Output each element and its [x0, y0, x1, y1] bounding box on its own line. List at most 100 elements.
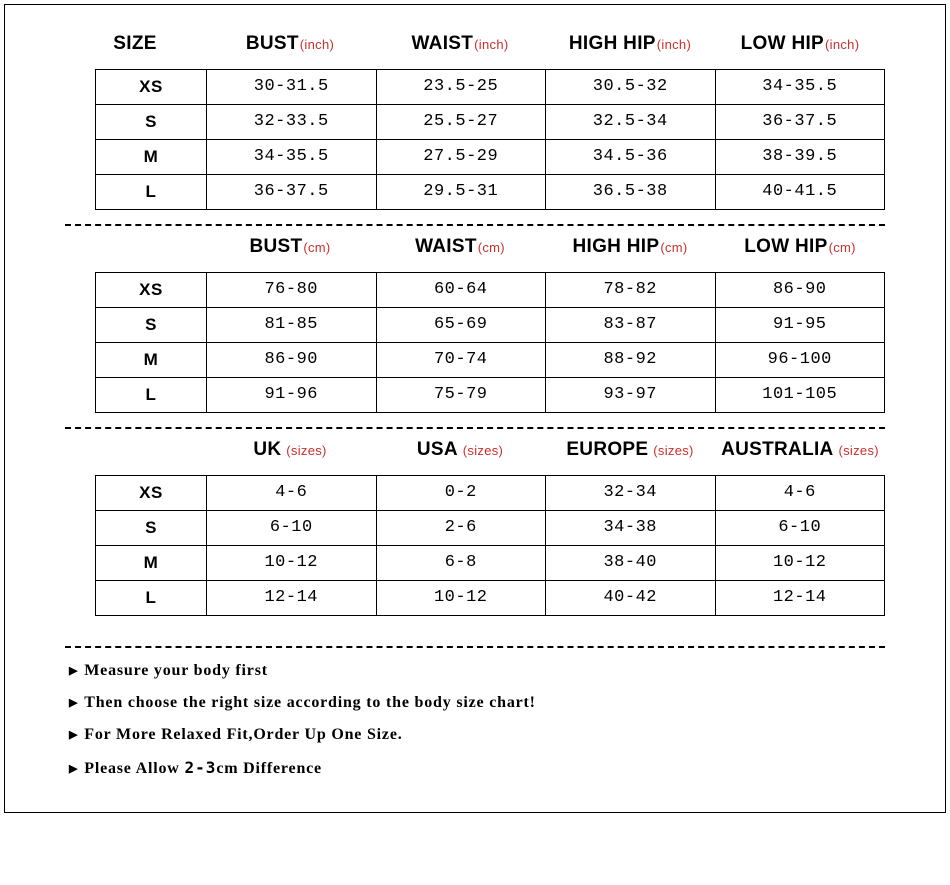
header-unit: (sizes) — [649, 443, 693, 458]
header-row: BUST(cm) WAIST (cm) HIGH HIP(cm)LOW HIP(cm) — [65, 226, 885, 272]
data-cell: 6-10 — [715, 511, 885, 545]
data-cell: 10-12 — [376, 581, 546, 615]
header-label: BUST — [246, 33, 299, 54]
header-label: HIGH HIP — [569, 33, 656, 54]
header-label: WAIST — [415, 236, 477, 257]
header-unit: (inch) — [657, 37, 691, 52]
note-text: Then choose the right size according to … — [84, 694, 536, 711]
data-cell: 91-95 — [715, 308, 885, 342]
table-row: L91-9675-7993-97101-105 — [96, 377, 884, 412]
data-cell: 6-8 — [376, 546, 546, 580]
data-cell: 10-12 — [206, 546, 376, 580]
size-chart-container: SIZEBUST(inch)WAIST(inch)HIGH HIP(inch)L… — [4, 4, 946, 813]
data-cell: 38-39.5 — [715, 140, 885, 174]
size-cell: S — [96, 511, 206, 545]
data-cell: 75-79 — [376, 378, 546, 412]
triangle-bullet-icon: ▶ — [69, 729, 78, 741]
header-label: AUSTRALIA — [721, 439, 833, 460]
size-cell: M — [96, 140, 206, 174]
header-cell: BUST(inch) — [205, 33, 375, 55]
data-cell: 36-37.5 — [206, 175, 376, 209]
size-section: SIZEBUST(inch)WAIST(inch)HIGH HIP(inch)L… — [65, 23, 885, 210]
header-size: SIZE — [65, 33, 205, 55]
data-cell: 34-35.5 — [206, 140, 376, 174]
data-cell: 23.5-25 — [376, 70, 546, 104]
header-cell: UK (sizes) — [205, 439, 375, 461]
table-row: L36-37.529.5-3136.5-3840-41.5 — [96, 174, 884, 209]
size-cell: M — [96, 343, 206, 377]
data-cell: 2-6 — [376, 511, 546, 545]
header-cell: USA (sizes) — [375, 439, 545, 461]
note-line: ▶Please Allow 2-3cm Difference — [69, 758, 885, 778]
header-label: EUROPE — [566, 439, 648, 460]
data-cell: 38-40 — [545, 546, 715, 580]
data-cell: 78-82 — [545, 273, 715, 307]
data-cell: 6-10 — [206, 511, 376, 545]
size-cell: XS — [96, 70, 206, 104]
data-cell: 32-33.5 — [206, 105, 376, 139]
data-cell: 27.5-29 — [376, 140, 546, 174]
note-text: Please Allow — [84, 760, 184, 777]
header-unit: (inch) — [474, 37, 508, 52]
size-cell: M — [96, 546, 206, 580]
data-cell: 4-6 — [206, 476, 376, 510]
data-cell: 93-97 — [545, 378, 715, 412]
data-cell: 34-35.5 — [715, 70, 885, 104]
header-label: LOW HIP — [744, 236, 827, 257]
note-text: Measure your body first — [84, 662, 268, 679]
header-label: UK — [253, 439, 281, 460]
table-row: S32-33.525.5-2732.5-3436-37.5 — [96, 104, 884, 139]
data-cell: 0-2 — [376, 476, 546, 510]
data-cell: 32-34 — [545, 476, 715, 510]
data-cell: 12-14 — [715, 581, 885, 615]
table-row: XS4-60-232-344-6 — [96, 476, 884, 510]
data-cell: 4-6 — [715, 476, 885, 510]
divider-final — [65, 646, 885, 648]
header-row: SIZEBUST(inch)WAIST(inch)HIGH HIP(inch)L… — [65, 23, 885, 69]
data-cell: 91-96 — [206, 378, 376, 412]
data-cell: 81-85 — [206, 308, 376, 342]
triangle-bullet-icon: ▶ — [69, 665, 78, 677]
data-cell: 96-100 — [715, 343, 885, 377]
data-cell: 30.5-32 — [545, 70, 715, 104]
header-cell: EUROPE (sizes) — [545, 439, 715, 461]
header-size — [65, 236, 205, 258]
size-cell: L — [96, 175, 206, 209]
header-cell: HIGH HIP(inch) — [545, 33, 715, 55]
header-cell: AUSTRALIA (sizes) — [715, 439, 885, 461]
data-cell: 29.5-31 — [376, 175, 546, 209]
data-cell: 88-92 — [545, 343, 715, 377]
note-text-post: cm Difference — [216, 760, 322, 777]
size-cell: S — [96, 308, 206, 342]
header-cell: BUST(cm) — [205, 236, 375, 258]
size-cell: XS — [96, 273, 206, 307]
header-unit: (sizes) — [459, 443, 503, 458]
header-unit: (sizes) — [282, 443, 326, 458]
note-line: ▶For More Relaxed Fit,Order Up One Size. — [69, 726, 885, 744]
header-cell: HIGH HIP(cm) — [545, 236, 715, 258]
data-cell: 60-64 — [376, 273, 546, 307]
header-unit: (sizes) — [835, 443, 879, 458]
data-cell: 10-12 — [715, 546, 885, 580]
header-label: WAIST — [412, 33, 474, 54]
size-table: XS4-60-232-344-6S6-102-634-386-10M10-126… — [95, 475, 885, 616]
size-cell: L — [96, 378, 206, 412]
table-row: S81-8565-6983-8791-95 — [96, 307, 884, 342]
header-label: HIGH HIP — [572, 236, 659, 257]
data-cell: 65-69 — [376, 308, 546, 342]
note-line: ▶Then choose the right size according to… — [69, 694, 885, 712]
sections-host: SIZEBUST(inch)WAIST(inch)HIGH HIP(inch)L… — [65, 23, 885, 616]
data-cell: 86-90 — [715, 273, 885, 307]
data-cell: 34.5-36 — [545, 140, 715, 174]
table-row: M34-35.527.5-2934.5-3638-39.5 — [96, 139, 884, 174]
header-unit: (cm) — [829, 240, 856, 255]
size-table: XS30-31.523.5-2530.5-3234-35.5S32-33.525… — [95, 69, 885, 210]
header-unit: (inch) — [825, 37, 859, 52]
header-cell: LOW HIP(cm) — [715, 236, 885, 258]
data-cell: 40-42 — [545, 581, 715, 615]
size-section: UK (sizes)USA (sizes)EUROPE (sizes)AUSTR… — [65, 429, 885, 616]
table-row: XS76-8060-6478-8286-90 — [96, 273, 884, 307]
header-label: USA — [417, 439, 458, 460]
data-cell: 25.5-27 — [376, 105, 546, 139]
data-cell: 83-87 — [545, 308, 715, 342]
